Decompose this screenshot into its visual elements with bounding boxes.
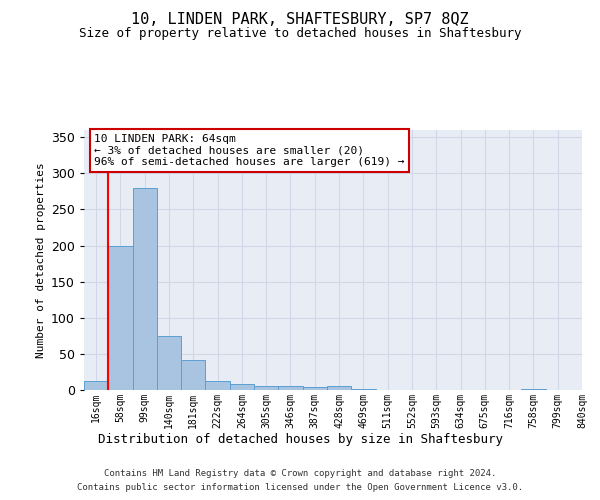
Bar — [108, 246, 133, 390]
Text: Contains public sector information licensed under the Open Government Licence v3: Contains public sector information licen… — [77, 482, 523, 492]
Bar — [181, 360, 205, 390]
Bar — [157, 336, 181, 390]
Y-axis label: Number of detached properties: Number of detached properties — [35, 162, 46, 358]
Bar — [327, 386, 351, 390]
Bar — [84, 380, 108, 390]
Bar — [521, 388, 545, 390]
Bar — [302, 387, 327, 390]
Bar — [230, 384, 254, 390]
Bar — [133, 188, 157, 390]
Bar — [205, 380, 230, 390]
Text: Contains HM Land Registry data © Crown copyright and database right 2024.: Contains HM Land Registry data © Crown c… — [104, 469, 496, 478]
Bar — [254, 386, 278, 390]
Text: 10 LINDEN PARK: 64sqm
← 3% of detached houses are smaller (20)
96% of semi-detac: 10 LINDEN PARK: 64sqm ← 3% of detached h… — [94, 134, 404, 167]
Text: Distribution of detached houses by size in Shaftesbury: Distribution of detached houses by size … — [97, 432, 503, 446]
Bar — [278, 386, 302, 390]
Text: Size of property relative to detached houses in Shaftesbury: Size of property relative to detached ho… — [79, 28, 521, 40]
Text: 10, LINDEN PARK, SHAFTESBURY, SP7 8QZ: 10, LINDEN PARK, SHAFTESBURY, SP7 8QZ — [131, 12, 469, 28]
